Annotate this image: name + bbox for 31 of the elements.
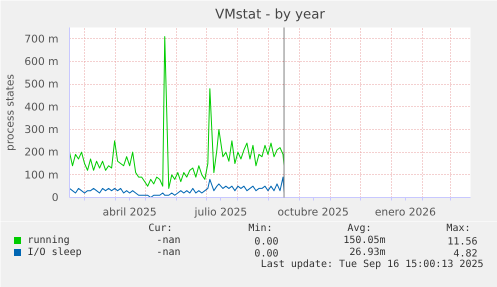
y-tick-label: 300 m [24, 123, 58, 136]
chart-title: VMstat - by year [215, 8, 326, 22]
x-tick-label: octubre 2025 [277, 206, 349, 218]
line-series [70, 176, 285, 198]
y-tick-label: 200 m [24, 146, 58, 159]
text: Avg: [347, 223, 372, 234]
y-tick-label: 600 m [24, 55, 58, 68]
x-tick-label: abril 2025 [102, 206, 157, 218]
x-tick-label: enero 2026 [374, 206, 436, 218]
text: 26.93m [349, 247, 386, 258]
text: -nan [156, 247, 181, 258]
text: 4.82 [453, 248, 478, 260]
y-tick-label: 100 m [24, 168, 58, 182]
y-axis-title: process states [3, 74, 16, 151]
x-tick-label: julio 2025 [194, 206, 248, 218]
text: Cur: [148, 223, 173, 234]
line-series [70, 36, 285, 189]
text: Max: [446, 223, 471, 234]
text: Min: [248, 223, 273, 234]
y-tick-label: 500 m [24, 78, 58, 91]
legend-label: running [28, 235, 70, 246]
text: 11.56 [447, 236, 478, 248]
y-tick-label: 0 [52, 191, 59, 204]
text: 150.05m [343, 235, 386, 246]
y-tick-label: 700 m [24, 32, 58, 46]
text: -nan [156, 235, 181, 246]
legend-label: I/O sleep [28, 247, 82, 258]
text: 0.00 [254, 248, 279, 260]
text: Last update: Tue Sep 16 15:00:13 2025 [260, 259, 484, 270]
text: 0.00 [254, 236, 279, 248]
y-tick-label: 400 m [24, 100, 58, 114]
